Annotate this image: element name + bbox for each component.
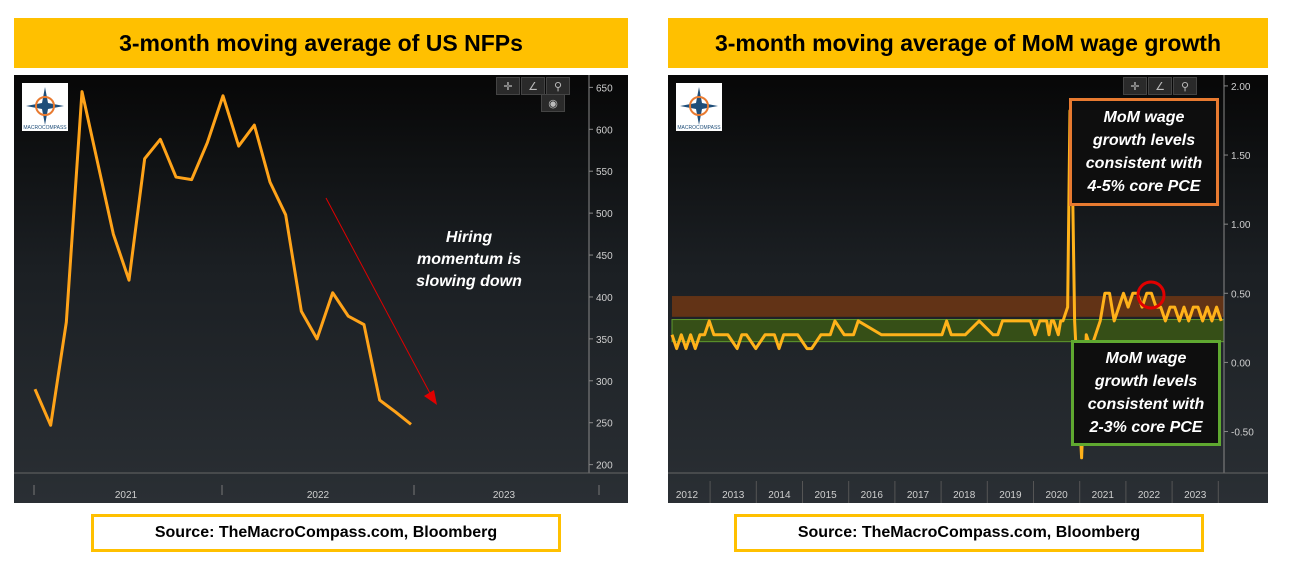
y-tick-label: 400 — [596, 293, 613, 304]
x-tick-label: 2012 — [676, 490, 699, 501]
left-annotation: Hiring momentum is slowing down — [409, 227, 529, 293]
left-logo-text: MACROCOMPASS — [23, 125, 67, 131]
box-top-line-1: MoM wage — [1103, 109, 1185, 126]
x-tick-label: 2013 — [722, 490, 745, 501]
nfp-line — [33, 90, 412, 427]
x-tick-label: 2018 — [953, 490, 976, 501]
y-tick-label: 200 — [596, 461, 613, 472]
draw-tool-icon[interactable]: ∠ — [521, 77, 545, 95]
x-tick-label: 2020 — [1045, 490, 1068, 501]
y-tick-label: 450 — [596, 251, 613, 262]
y-tick-label: 2.00 — [1231, 82, 1251, 93]
right-source: Source: TheMacroCompass.com, Bloomberg — [734, 514, 1204, 552]
left-chart-panel: 200 250 300 350 400 450 500 550 600 650 2021 2022 20… — [14, 75, 628, 503]
left-logo: MACROCOMPASS — [22, 83, 68, 131]
box-bottom-line-1: MoM wage — [1105, 350, 1187, 367]
latest-highlight-circle — [1136, 280, 1166, 310]
box-bottom-line-4: 2-3% core PCE — [1089, 419, 1203, 436]
trend-arrow-head — [424, 390, 437, 405]
x-tick-label: 2015 — [814, 490, 837, 501]
crosshair-tool-icon[interactable]: ✛ — [496, 77, 520, 95]
y-tick-label: -0.50 — [1231, 428, 1254, 439]
x-tick-label: 2017 — [907, 490, 930, 501]
x-tick-label: 2022 — [307, 490, 330, 501]
top-band — [672, 296, 1224, 317]
left-chart-title: 3-month moving average of US NFPs — [14, 18, 628, 68]
x-tick-label: 2014 — [768, 490, 791, 501]
right-toolbar: ✛ ∠ ⚲ — [1123, 77, 1198, 95]
y-tick-label: 1.50 — [1231, 151, 1251, 162]
x-tick-label: 2019 — [999, 490, 1022, 501]
annotation-line-1: Hiring — [445, 229, 493, 246]
x-tick-label: 2016 — [861, 490, 884, 501]
annotation-line-3: slowing down — [416, 273, 522, 290]
box-top-line-4: 4-5% core PCE — [1087, 178, 1201, 195]
annotation-line-2: momentum is — [416, 251, 521, 268]
left-toolbar: ✛ ∠ ⚲ — [496, 77, 571, 95]
y-tick-label: 0.50 — [1231, 289, 1251, 300]
y-tick-label: 0.00 — [1231, 358, 1251, 369]
bottom-band-annotation: MoM wage growth levels consistent with 2… — [1071, 340, 1221, 446]
left-source: Source: TheMacroCompass.com, Bloomberg — [91, 514, 561, 552]
box-bottom-line-3: consistent with — [1087, 396, 1205, 413]
box-top-line-2: growth levels — [1092, 132, 1196, 149]
right-logo: MACROCOMPASS — [676, 83, 722, 131]
y-tick-label: 300 — [596, 377, 613, 388]
settings-dot-icon[interactable]: ◉ — [541, 94, 565, 112]
draw-tool-icon[interactable]: ∠ — [1148, 77, 1172, 95]
y-tick-label: 1.00 — [1231, 220, 1251, 231]
crosshair-tool-icon[interactable]: ✛ — [1123, 77, 1147, 95]
y-tick-label: 550 — [596, 167, 613, 178]
y-tick-label: 250 — [596, 419, 613, 430]
right-chart-svg: -0.50 0.00 0.50 1.00 1.50 2.00 2012 2013 2014 201… — [668, 75, 1268, 503]
left-chart-svg: 200 250 300 350 400 450 500 550 600 650 2021 2022 20… — [14, 75, 628, 501]
wage-growth-line — [670, 109, 1223, 460]
y-tick-label: 650 — [596, 83, 613, 94]
trend-arrow-line — [325, 197, 433, 398]
box-top-line-3: consistent with — [1085, 155, 1203, 172]
right-chart-title: 3-month moving average of MoM wage growt… — [668, 18, 1268, 68]
x-tick-label: 2021 — [1092, 490, 1115, 501]
y-tick-label: 350 — [596, 335, 613, 346]
x-tick-label: 2023 — [493, 490, 516, 501]
x-tick-label: 2021 — [115, 490, 138, 501]
zoom-tool-icon[interactable]: ⚲ — [546, 77, 570, 95]
compass-logo-icon: MACROCOMPASS — [677, 87, 721, 131]
compass-logo-icon: MACROCOMPASS — [23, 87, 67, 131]
right-chart-panel: -0.50 0.00 0.50 1.00 1.50 2.00 2012 2013 2014 201… — [668, 75, 1268, 503]
box-bottom-line-2: growth levels — [1094, 373, 1198, 390]
zoom-tool-icon[interactable]: ⚲ — [1173, 77, 1197, 95]
y-tick-label: 500 — [596, 209, 613, 220]
right-logo-text: MACROCOMPASS — [677, 125, 721, 131]
x-tick-label: 2022 — [1138, 490, 1161, 501]
x-tick-label: 2023 — [1184, 490, 1207, 501]
top-band-annotation: MoM wage growth levels consistent with 4… — [1069, 98, 1219, 206]
y-tick-label: 600 — [596, 125, 613, 136]
